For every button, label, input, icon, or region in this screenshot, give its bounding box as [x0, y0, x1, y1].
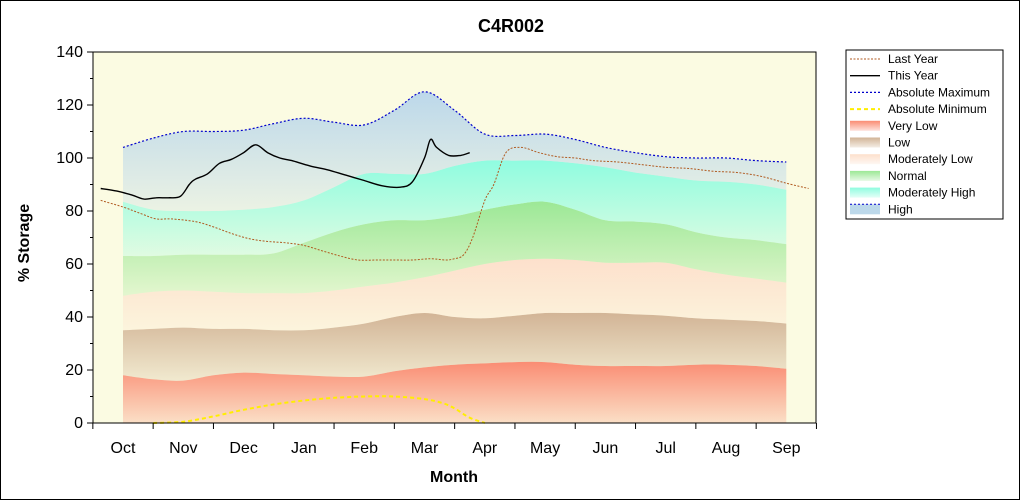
legend-label-high: High	[888, 202, 913, 216]
x-tick-label: Jan	[291, 440, 317, 457]
x-tick-label: Jun	[593, 440, 619, 457]
legend-label-absolute-maximum: Absolute Maximum	[888, 85, 990, 99]
legend-label-absolute-minimum: Absolute Minimum	[888, 102, 987, 116]
legend-label-very-low: Very Low	[888, 119, 938, 133]
y-tick-label: 60	[65, 256, 83, 273]
series-absolute-maximum	[122, 91, 787, 163]
x-tick-label: Sep	[772, 440, 801, 457]
legend-swatch-very-low	[850, 120, 880, 131]
y-tick-label: 80	[65, 203, 83, 220]
series-this-year	[100, 138, 470, 200]
band-high	[123, 91, 787, 212]
legend-swatch-normal	[850, 170, 880, 181]
band-low	[123, 312, 787, 381]
plot-area	[93, 52, 816, 424]
x-axis-label: Month	[430, 469, 478, 486]
y-tick-label: 20	[65, 362, 83, 379]
x-tick-label: Aug	[712, 440, 740, 457]
legend-swatch-moderately-low	[850, 154, 880, 165]
y-tick-label: 120	[56, 97, 83, 114]
series-last-year	[100, 146, 809, 261]
legend-swatch-high	[850, 204, 880, 215]
x-tick-label: Oct	[111, 440, 136, 457]
x-tick-label: May	[530, 440, 560, 457]
legend: Last Year This Year Absolute Maximum Absolu…	[845, 49, 1004, 220]
y-axis-label: % Storage	[16, 204, 33, 282]
legend-label-moderately-low: Moderately Low	[888, 152, 973, 166]
band-moderately-low	[123, 258, 787, 331]
band-very-low	[123, 361, 787, 423]
x-tick-label: Mar	[411, 440, 439, 457]
legend-swatch-moderately-high	[850, 187, 880, 198]
series-absolute-minimum	[153, 395, 486, 424]
legend-label-moderately-high: Moderately High	[888, 186, 975, 200]
y-tick-label: 140	[56, 44, 83, 61]
x-tick-label: Nov	[169, 440, 197, 457]
x-tick-label: Dec	[229, 440, 257, 457]
y-tick-label: 0	[74, 415, 83, 432]
legend-label-low: Low	[888, 136, 910, 150]
legend-label-normal: Normal	[888, 169, 927, 183]
legend-label-last-year: Last Year	[888, 52, 938, 66]
x-tick-label: Jul	[655, 440, 675, 457]
axes: 0 20 40 60 80 100 120 140 Oct Nov Dec Jan Feb Mar Apr M…	[56, 44, 817, 457]
x-tick-label: Apr	[472, 440, 498, 457]
legend-label-this-year: This Year	[888, 69, 938, 83]
chart-title: C4R002	[478, 16, 544, 36]
y-tick-label: 40	[65, 309, 83, 326]
band-moderately-high	[123, 160, 787, 257]
band-normal	[123, 201, 787, 296]
x-tick-label: Feb	[350, 440, 378, 457]
y-tick-label: 100	[56, 150, 83, 167]
legend-swatch-low	[850, 137, 880, 148]
